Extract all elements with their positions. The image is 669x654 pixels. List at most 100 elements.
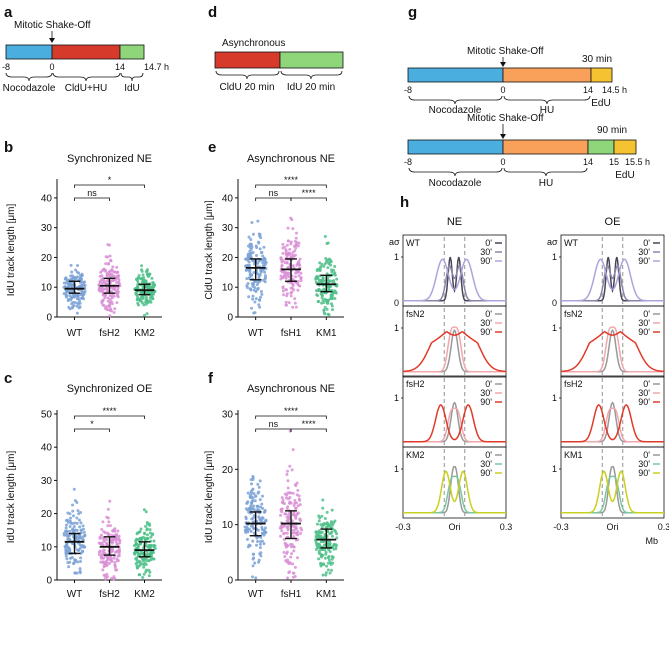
profile-curve-90min <box>561 470 664 514</box>
row-label: KM1 <box>564 450 583 460</box>
timeline-d-annotation: Asynchronous <box>222 38 285 49</box>
data-point <box>77 518 81 522</box>
data-point <box>247 260 251 264</box>
timeline-g1-annotation: Mitotic Shake-Off <box>467 46 544 57</box>
profile-frame <box>560 446 665 519</box>
data-point <box>145 272 149 276</box>
data-point <box>109 259 113 263</box>
x-tick-label: KM2 <box>134 328 155 339</box>
y-tick-label: 1 <box>394 464 399 474</box>
data-point <box>316 267 320 271</box>
data-point <box>292 534 296 538</box>
data-point <box>72 561 76 565</box>
x-tick-label: KM1 <box>316 589 337 600</box>
data-point <box>250 258 254 262</box>
data-point <box>258 479 262 483</box>
y-tick-label: 30 <box>41 223 53 234</box>
y-tick-label: 0 <box>46 313 52 324</box>
data-point <box>289 491 293 495</box>
data-point <box>330 554 334 558</box>
x-tick-label: 0.3 <box>500 522 513 532</box>
data-point <box>284 271 288 275</box>
significance-label: * <box>90 419 94 429</box>
data-point <box>256 539 260 543</box>
data-point <box>102 293 106 297</box>
data-point <box>329 268 333 272</box>
y-tick-label: 10 <box>41 542 53 553</box>
legend-label: 90' <box>638 468 650 478</box>
data-point <box>108 561 112 565</box>
timeline-a-label-cldu-hu: CldU+HU <box>65 83 108 94</box>
y-tick-label: 1 <box>552 252 557 262</box>
x-tick-label: -0.3 <box>553 522 569 532</box>
data-point <box>114 538 118 542</box>
significance-bracket <box>74 184 145 188</box>
y-tick-label: 30 <box>41 476 53 487</box>
data-point <box>146 536 150 540</box>
y-tick-label: 30 <box>222 410 234 421</box>
timeline-g2-label-edu: EdU <box>615 170 634 181</box>
data-point <box>97 552 101 556</box>
x-tick-label: fsH1 <box>281 328 302 339</box>
data-point <box>75 521 79 525</box>
data-point <box>75 535 79 539</box>
significance-bracket <box>255 415 327 419</box>
data-point <box>294 246 298 250</box>
data-point <box>112 556 116 560</box>
data-point <box>77 548 81 552</box>
data-point <box>292 545 296 549</box>
data-point <box>287 517 291 521</box>
panel-label-b: b <box>4 139 13 156</box>
data-point <box>69 277 73 281</box>
data-point <box>247 295 251 299</box>
data-point <box>322 308 326 312</box>
data-point <box>106 507 110 511</box>
data-point <box>136 543 140 547</box>
data-point <box>101 286 105 290</box>
data-point <box>295 493 299 497</box>
x-tick-label: fsH2 <box>99 589 120 600</box>
legend-label: 90' <box>480 397 492 407</box>
data-point <box>280 263 284 267</box>
data-point <box>294 506 298 510</box>
data-point <box>247 244 251 248</box>
legend-label: 90' <box>638 397 650 407</box>
profile-curve-30min <box>561 264 664 302</box>
data-point <box>103 268 107 272</box>
panel-label-g: g <box>408 4 417 21</box>
data-point <box>248 493 252 497</box>
data-point <box>285 292 289 296</box>
data-point <box>317 514 321 518</box>
data-point <box>282 502 286 506</box>
data-point <box>77 302 81 306</box>
timeline-g2-brace-1 <box>408 167 503 177</box>
data-point <box>147 546 151 550</box>
x-tick-label: Ori <box>607 522 619 532</box>
data-point <box>259 289 263 293</box>
data-point <box>298 257 302 261</box>
data-point <box>252 492 256 496</box>
data-point <box>299 519 303 523</box>
data-point <box>248 507 252 511</box>
data-point <box>254 576 258 580</box>
data-point <box>141 535 145 539</box>
y-tick-label: 1 <box>552 323 557 333</box>
data-point <box>257 490 261 494</box>
data-point <box>330 568 334 572</box>
significance-bracket <box>74 428 110 432</box>
y-tick-label: 20 <box>41 253 53 264</box>
data-point <box>141 273 145 277</box>
timeline-g1-brace-2 <box>503 95 591 105</box>
timeline-d-brace-2 <box>280 70 343 80</box>
data-point <box>263 274 267 278</box>
x-tick-label: WT <box>248 328 264 339</box>
data-point <box>332 279 336 283</box>
data-point <box>116 554 120 558</box>
data-point <box>111 265 115 269</box>
data-point <box>297 274 301 278</box>
data-point <box>285 473 289 477</box>
data-point <box>261 254 265 258</box>
data-point <box>142 303 146 307</box>
timeline-a-brace-3 <box>120 72 144 82</box>
data-point <box>105 541 109 545</box>
